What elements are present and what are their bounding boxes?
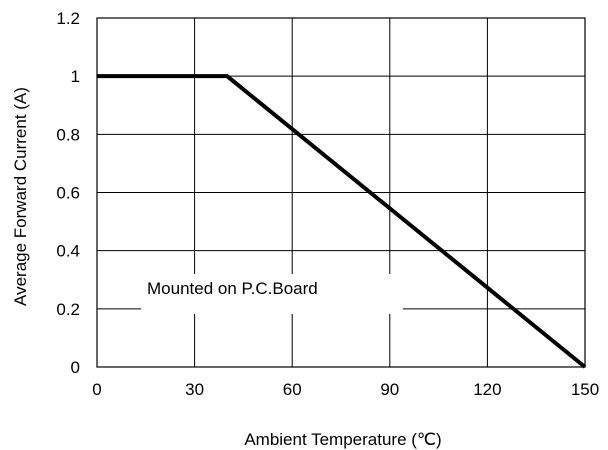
annotation-label: Mounted on P.C.Board [147,279,318,298]
y-tick-label: 0.2 [56,300,80,319]
plot-border [96,17,586,368]
grid-lines [97,18,585,367]
x-axis-title: Ambient Temperature (℃) [244,430,441,449]
y-tick-labels: 0 0.2 0.4 0.6 0.8 1 1.2 [56,9,80,377]
annotation-group: Mounted on P.C.Board [141,274,403,314]
y-tick-label: 1 [71,67,80,86]
y-tick-label: 0 [71,358,80,377]
x-tick-label: 90 [380,380,399,399]
y-tick-label: 0.6 [56,184,80,203]
x-tick-labels: 0 30 60 90 120 150 [92,380,599,399]
x-tick-label: 0 [92,380,101,399]
y-tick-label: 0.8 [56,125,80,144]
y-tick-label: 0.4 [56,242,80,261]
plot-frame [96,17,586,368]
series-lines [97,74,587,369]
y-tick-label: 1.2 [56,9,80,28]
y-axis-title: Average Forward Current (A) [11,87,30,306]
x-tick-label: 30 [185,380,204,399]
series-line [97,74,587,369]
x-tick-label: 60 [283,380,302,399]
x-tick-label: 150 [571,380,599,399]
x-tick-label: 120 [473,380,501,399]
annotation-background [141,274,403,314]
